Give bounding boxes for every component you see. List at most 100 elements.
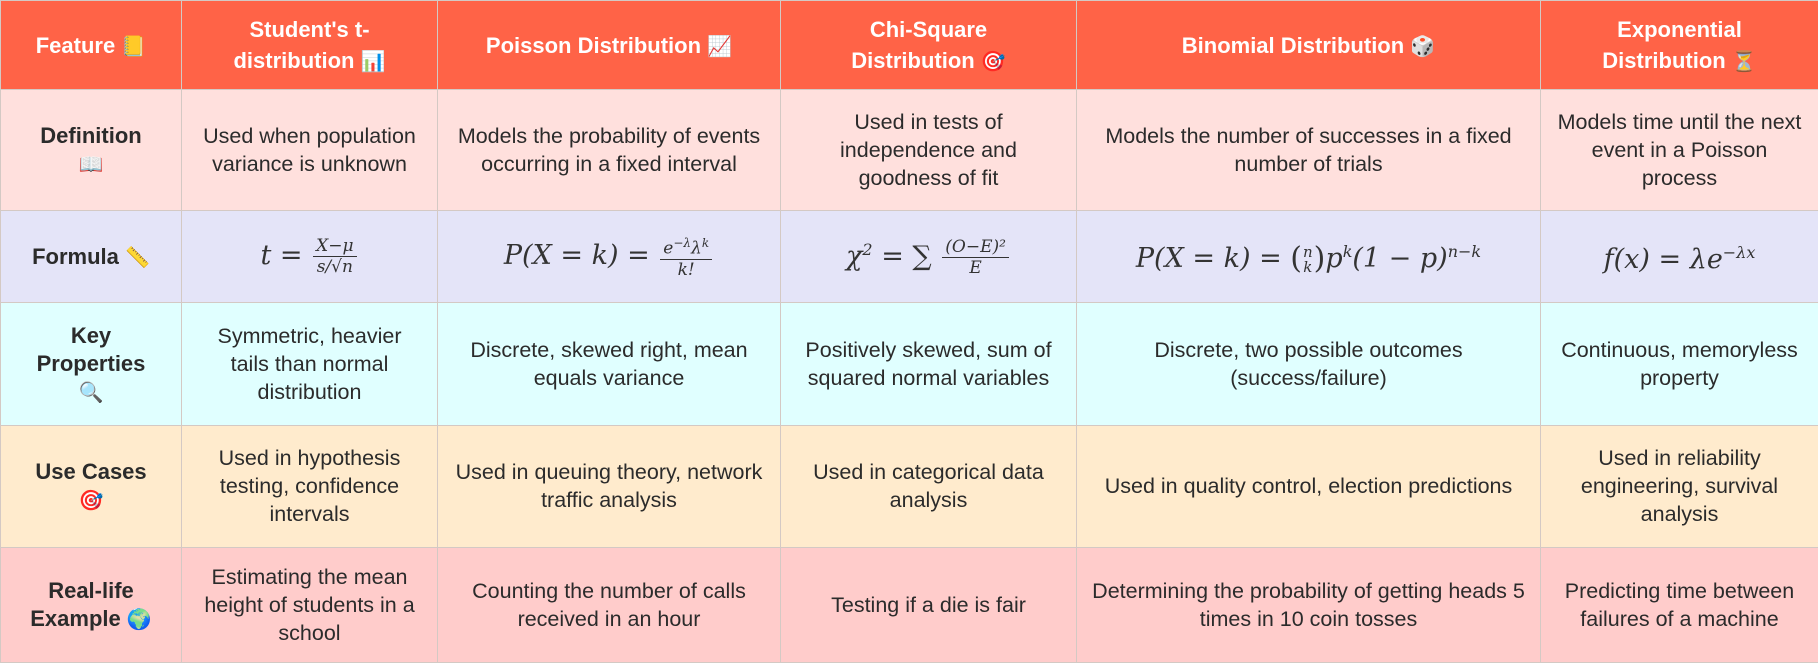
cell-formula-chi-square: χ2 = ∑ (O−E)² E	[780, 210, 1077, 303]
formula-exponential-exp: −λx	[1722, 242, 1756, 262]
cell-use-cases-binomial: Used in quality control, election predic…	[1076, 425, 1541, 548]
cell-formula-exponential: f(x) = λe−λx	[1540, 210, 1818, 303]
target-icon: 🎯	[980, 51, 1006, 73]
cell-definition-exponential: Models time until the next event in a Po…	[1540, 88, 1818, 212]
formula-poisson-num-mid: λ	[691, 238, 702, 259]
header-exponential: Exponential Distribution ⏳	[1540, 0, 1818, 90]
header-exponential-line1: Exponential	[1617, 17, 1742, 42]
cell-use-cases-exponential: Used in reliability engineering, surviva…	[1540, 425, 1818, 548]
bar-chart-icon: 📊	[360, 51, 386, 73]
ruler-icon: 📏	[125, 246, 150, 269]
formula-poisson-num-exp: −λ	[673, 236, 692, 251]
row-label-formula: Formula 📏	[0, 210, 182, 303]
header-poisson-label: Poisson Distribution	[485, 32, 702, 58]
header-students-t: Student's t- distribution 📊	[181, 0, 438, 90]
formula-chi-square: χ2 = ∑ (O−E)² E	[846, 237, 1011, 278]
dice-icon: 🎲	[1410, 35, 1436, 58]
header-chi-square-line2: Distribution	[851, 48, 975, 73]
header-poisson: Poisson Distribution 📈	[437, 0, 781, 90]
cell-use-cases-t: Used in hypothesis testing, confidence i…	[181, 425, 438, 548]
header-exponential-line2: Distribution	[1602, 48, 1726, 73]
cell-use-cases-poisson: Used in queuing theory, network traffic …	[437, 425, 781, 548]
row-label-formula-text: Formula	[32, 243, 119, 269]
formula-poisson-fraction: e−λλk k!	[660, 233, 713, 280]
notebook-icon: 📒	[121, 35, 147, 58]
header-feature-label: Feature	[35, 32, 116, 58]
row-label-use-cases-text: Use Cases	[35, 459, 147, 485]
cell-properties-poisson: Discrete, skewed right, mean equals vari…	[437, 301, 781, 427]
row-formula: Formula 📏 t = X−μ s/√n P(X = k) = e−λλk	[0, 210, 1818, 303]
formula-binomial-p: p	[1325, 243, 1343, 275]
cell-properties-exponential: Continuous, memoryless property	[1540, 301, 1818, 427]
book-icon: 📖	[78, 154, 104, 177]
cell-properties-t: Symmetric, heavier tails than normal dis…	[181, 301, 438, 427]
header-feature: Feature 📒	[0, 0, 182, 90]
cell-definition-binomial: Models the number of successes in a fixe…	[1076, 88, 1541, 212]
formula-chi-lhs: χ	[846, 240, 863, 272]
header-students-t-line2: distribution	[233, 48, 355, 73]
cell-formula-poisson: P(X = k) = e−λλk k!	[437, 210, 781, 303]
row-label-real-life-example: Real-life Example 🌍	[0, 546, 182, 663]
cell-definition-chi-square: Used in tests of independence and goodne…	[780, 88, 1077, 212]
formula-binomial-coefficient: (n k)	[1290, 241, 1326, 277]
formula-exponential-lhs: f(x) = λe	[1603, 243, 1723, 275]
cell-properties-chi-square: Positively skewed, sum of squared normal…	[780, 301, 1077, 427]
cell-example-binomial: Determining the probability of getting h…	[1076, 546, 1541, 663]
hourglass-icon: ⏳	[1731, 51, 1757, 73]
row-label-key-properties: Key Properties 🔍	[0, 301, 182, 427]
row-label-definition: Definition 📖	[0, 88, 182, 212]
formula-binomial-k: k	[1303, 258, 1313, 277]
formula-poisson-lhs: P(X = k) =	[503, 240, 650, 272]
formula-binomial-exp2: n−k	[1447, 242, 1482, 262]
header-students-t-line1: Student's t-	[249, 17, 370, 42]
row-label-real-life-example-text: Real-life Example	[30, 577, 134, 631]
trend-up-icon: 📈	[707, 35, 733, 58]
formula-chi-exp: 2	[862, 239, 873, 259]
cell-definition-t: Used when population variance is unknown	[181, 88, 438, 212]
header-row: Feature 📒 Student's t- distribution 📊 Po…	[0, 0, 1818, 90]
cell-example-chi-square: Testing if a die is fair	[780, 546, 1077, 663]
cell-properties-binomial: Discrete, two possible outcomes (success…	[1076, 301, 1541, 427]
formula-poisson-denominator: k!	[677, 259, 695, 280]
formula-t-fraction: X−μ s/√n	[313, 236, 357, 278]
header-binomial-label: Binomial Distribution	[1181, 32, 1405, 58]
row-definition: Definition 📖 Used when population varian…	[0, 88, 1818, 212]
formula-t: t = X−μ s/√n	[260, 236, 358, 277]
formula-t-lhs: t =	[260, 240, 303, 272]
cell-definition-poisson: Models the probability of events occurri…	[437, 88, 781, 212]
row-label-definition-text: Definition	[40, 123, 142, 149]
header-binomial: Binomial Distribution 🎲	[1076, 0, 1541, 90]
cell-example-poisson: Counting the number of calls received in…	[437, 546, 781, 663]
formula-binomial-lhs: P(X = k) =	[1135, 243, 1282, 275]
header-chi-square: Chi-Square Distribution 🎯	[780, 0, 1077, 90]
row-key-properties: Key Properties 🔍 Symmetric, heavier tail…	[0, 301, 1818, 427]
formula-binomial-n: n	[1303, 243, 1313, 262]
formula-poisson-num-base: e	[663, 238, 674, 259]
cell-example-exponential: Predicting time between failures of a ma…	[1540, 546, 1818, 663]
row-real-life-example: Real-life Example 🌍 Estimating the mean …	[0, 546, 1818, 663]
cell-example-t: Estimating the mean height of students i…	[181, 546, 438, 663]
formula-exponential: f(x) = λe−λx	[1603, 242, 1756, 275]
row-use-cases: Use Cases 🎯 Used in hypothesis testing, …	[0, 425, 1818, 548]
formula-chi-numerator: (O−E)²	[942, 237, 1009, 258]
cell-formula-binomial: P(X = k) = (n k)pk(1 − p)n−k	[1076, 210, 1541, 303]
formula-poisson-numerator: e−λλk	[660, 233, 713, 260]
row-label-key-properties-text: Key Properties	[36, 322, 146, 376]
formula-t-denominator: s/√n	[316, 257, 353, 278]
formula-t-numerator: X−μ	[313, 236, 357, 258]
formula-binomial-exp1: k	[1342, 242, 1353, 262]
globe-icon: 🌍	[126, 608, 152, 631]
header-chi-square-line1: Chi-Square	[869, 17, 988, 42]
magnifier-icon: 🔍	[78, 381, 104, 404]
formula-chi-denominator: E	[969, 257, 982, 278]
row-label-use-cases: Use Cases 🎯	[0, 425, 182, 548]
target-icon: 🎯	[78, 490, 104, 513]
formula-chi-eq: = ∑	[881, 240, 932, 272]
formula-poisson: P(X = k) = e−λλk k!	[503, 236, 714, 280]
formula-chi-fraction: (O−E)² E	[942, 237, 1009, 278]
formula-binomial: P(X = k) = (n k)pk(1 − p)n−k	[1135, 241, 1482, 277]
cell-use-cases-chi-square: Used in categorical data analysis	[780, 425, 1077, 548]
formula-poisson-num-exp2: k	[701, 236, 710, 251]
